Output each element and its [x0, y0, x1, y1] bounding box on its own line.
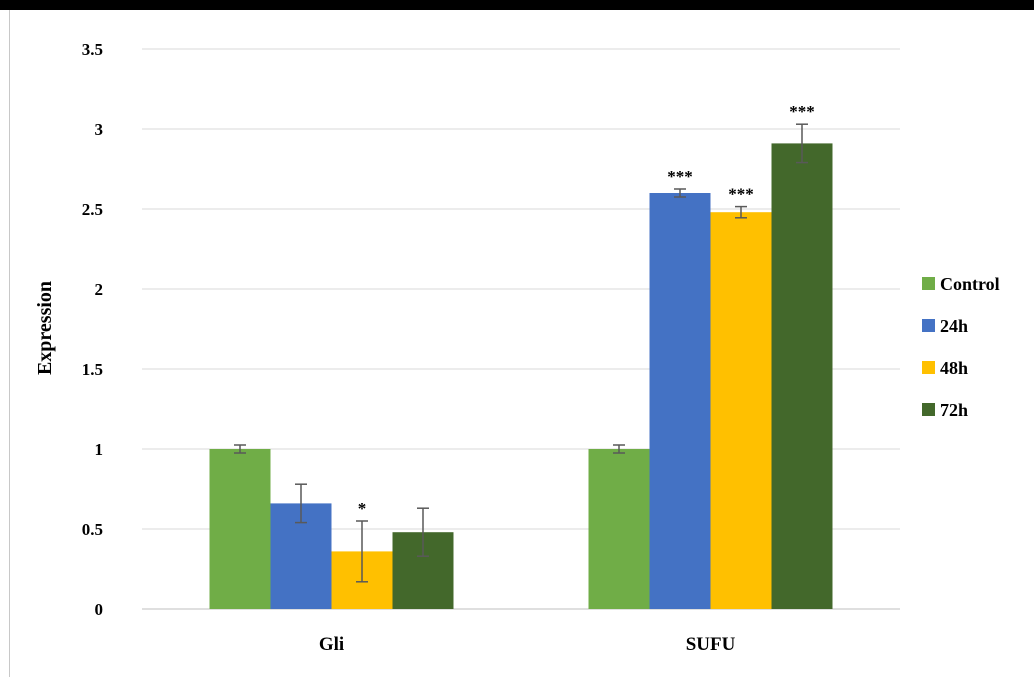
significance-label: ***	[728, 185, 754, 204]
x-category-label: SUFU	[686, 634, 736, 655]
bar	[710, 212, 772, 609]
y-tick-labels: 0 0.5 1 1.5 2 2.5 3 3.5	[82, 40, 103, 619]
x-category-labels: Gli SUFU	[319, 634, 736, 655]
legend-swatch	[922, 361, 935, 374]
y-tick-label: 1	[95, 440, 104, 459]
significance-labels: **********	[358, 102, 815, 518]
bar	[649, 193, 711, 609]
legend-swatch	[922, 403, 935, 416]
y-axis-title: Expression	[34, 281, 56, 375]
y-tick-label: 0	[95, 600, 104, 619]
y-tick-label: 1.5	[82, 360, 103, 379]
legend-label: Control	[940, 274, 1000, 294]
legend-label: 24h	[940, 316, 968, 336]
bar	[209, 449, 271, 609]
error-bars	[234, 123, 808, 583]
significance-label: ***	[667, 167, 693, 186]
y-tick-label: 2.5	[82, 200, 103, 219]
significance-label: *	[358, 499, 367, 518]
bars	[209, 143, 833, 609]
x-category-label: Gli	[319, 634, 344, 655]
y-tick-label: 0.5	[82, 520, 103, 539]
bar	[588, 449, 650, 609]
y-tick-label: 3.5	[82, 40, 103, 59]
left-border	[9, 10, 10, 677]
legend-label: 48h	[940, 358, 968, 378]
legend: Control 24h 48h 72h	[922, 274, 1000, 420]
bar	[771, 143, 833, 609]
top-border	[0, 0, 1034, 10]
y-tick-label: 2	[95, 280, 104, 299]
legend-swatch	[922, 319, 935, 332]
significance-label: ***	[789, 102, 815, 121]
y-tick-label: 3	[95, 120, 104, 139]
legend-label: 72h	[940, 400, 968, 420]
legend-swatch	[922, 277, 935, 290]
